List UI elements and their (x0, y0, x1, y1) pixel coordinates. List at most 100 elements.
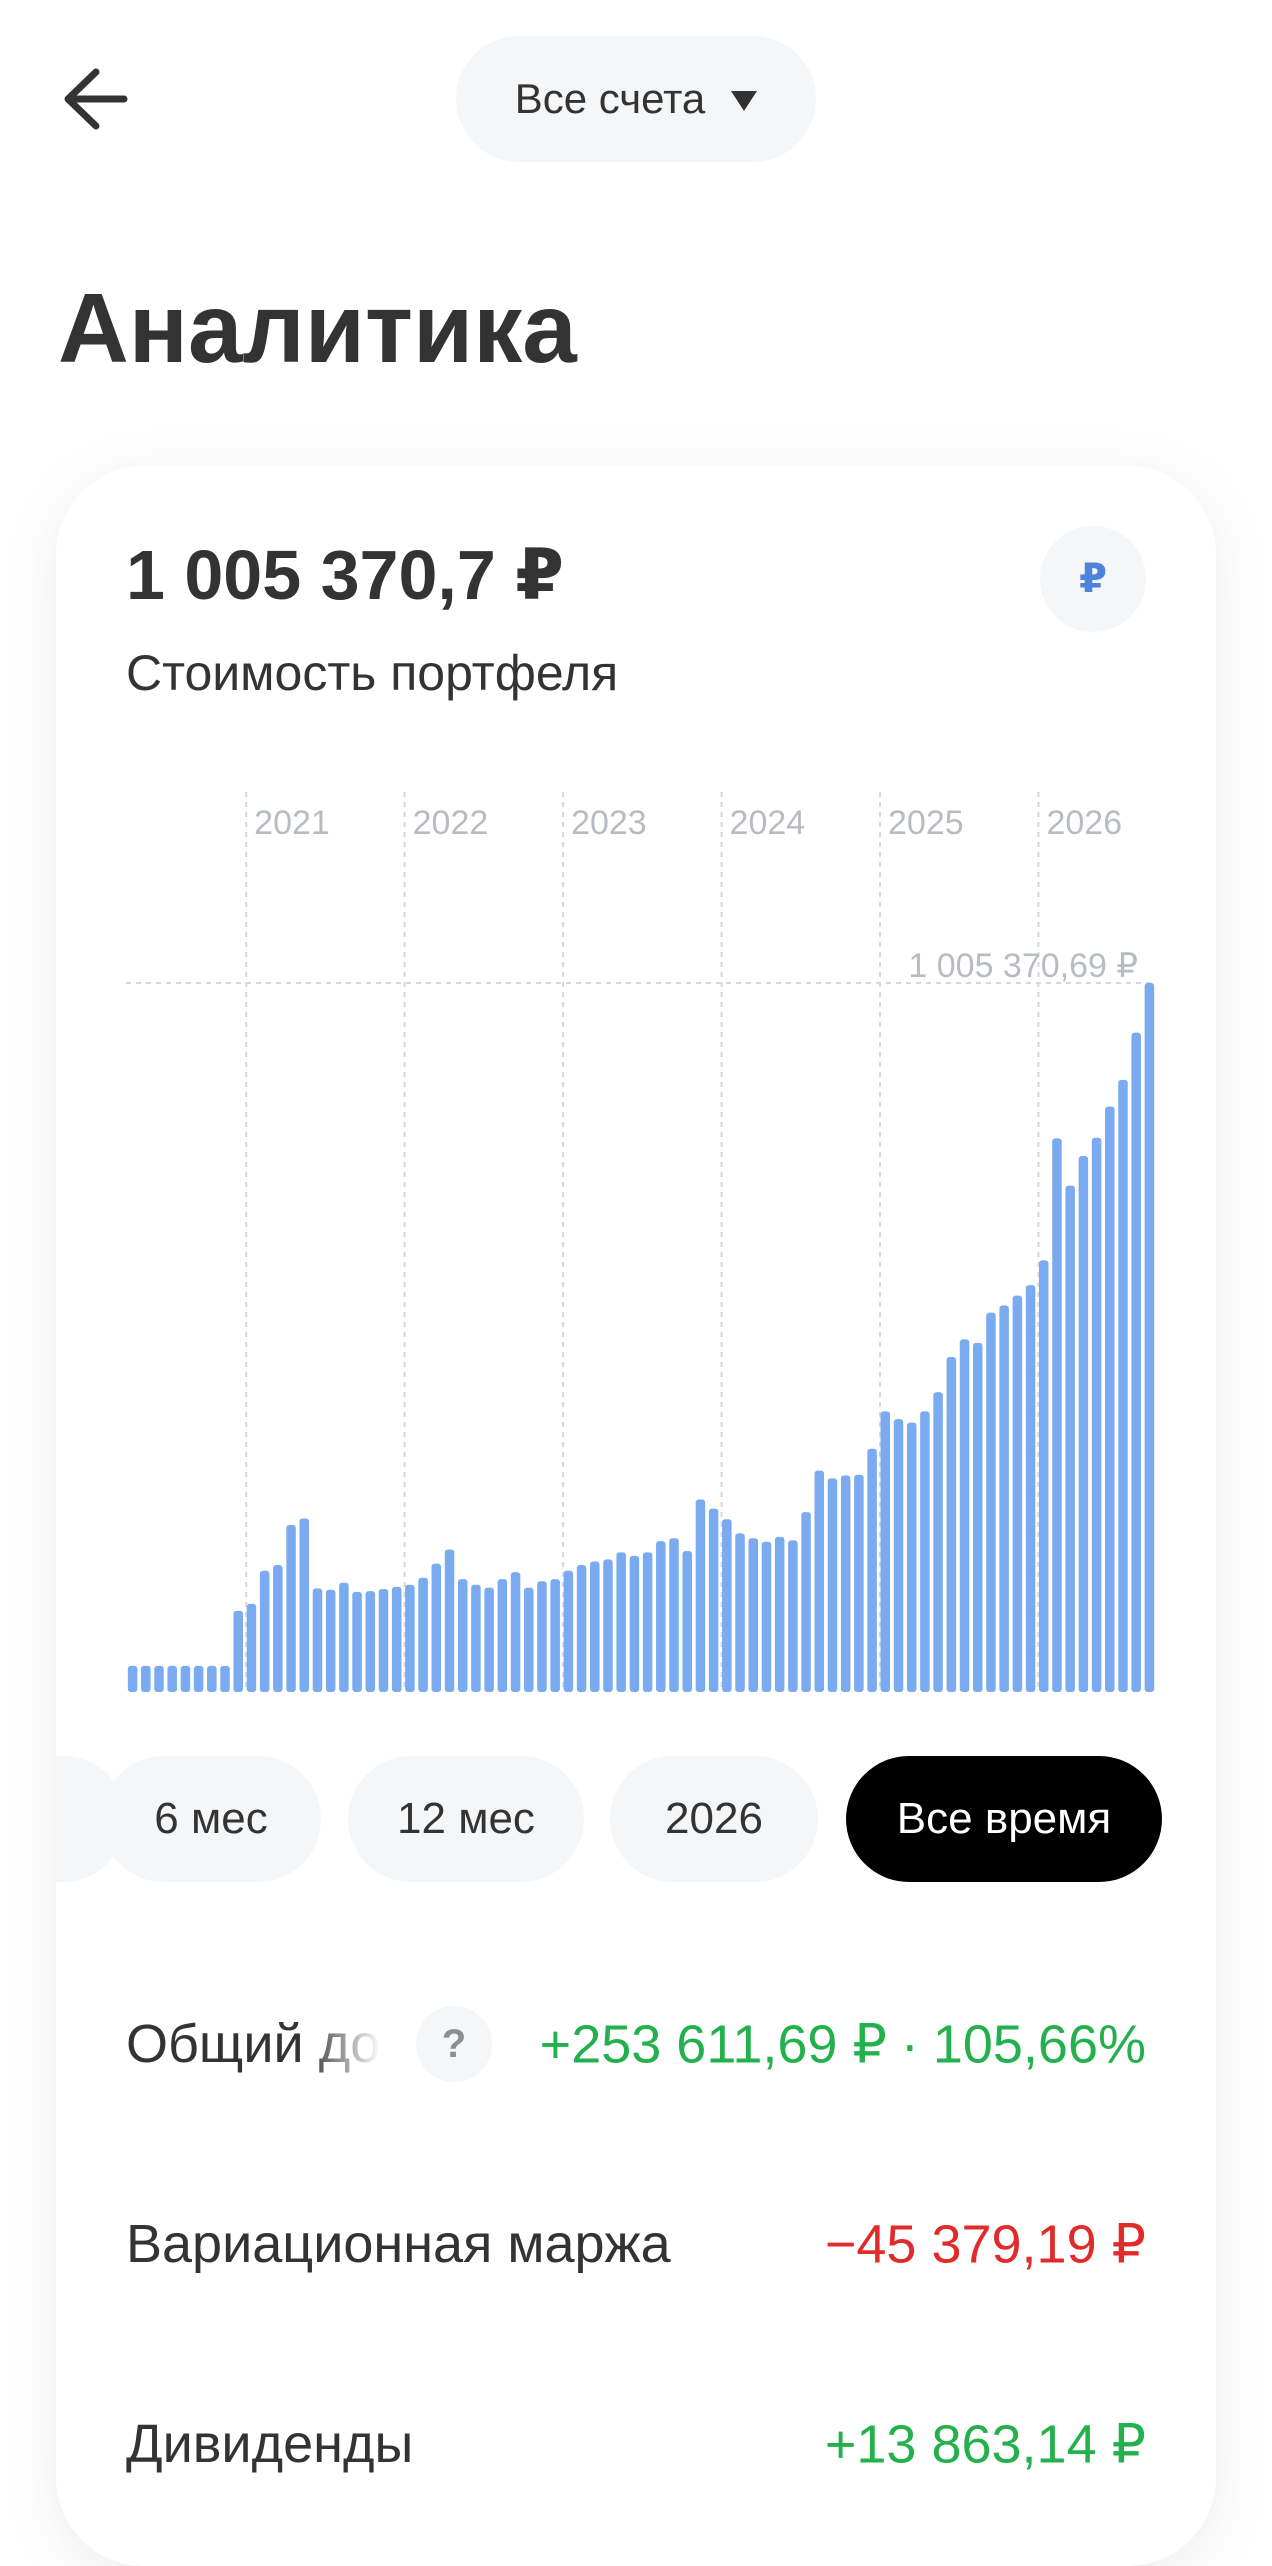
chart-bar[interactable] (722, 1519, 732, 1692)
chart-bar[interactable] (1105, 1106, 1115, 1692)
chart-bar[interactable] (391, 1586, 402, 1692)
portfolio-chart[interactable]: 2021 2022 2023 2024 2025 2026 1 005 370,69 ₽ (126, 792, 1156, 1692)
account-selector[interactable]: Все счета (456, 36, 816, 162)
chart-bar[interactable] (920, 1411, 930, 1692)
chart-bar[interactable] (669, 1538, 679, 1692)
chart-bar[interactable] (259, 1570, 270, 1692)
chart-bar[interactable] (220, 1665, 230, 1692)
chart-bar[interactable] (788, 1540, 798, 1692)
stat-variation-margin[interactable]: Вариационная маржа −45 379,19 ₽ (126, 2194, 1146, 2294)
chart-bar[interactable] (444, 1549, 455, 1692)
period-chip-12m[interactable]: 12 мес (348, 1756, 584, 1882)
help-button[interactable]: ? (416, 2006, 492, 2082)
separator-dot: · (900, 2014, 919, 2075)
chart-bar[interactable] (708, 1508, 719, 1692)
chart-bar[interactable] (893, 1419, 904, 1692)
year-tick-label: 2022 (413, 804, 489, 842)
chart-bar[interactable] (167, 1665, 177, 1692)
year-tick-label: 2021 (254, 804, 330, 842)
stat-value: +253 611,69 ₽ · 105,66% (540, 2013, 1146, 2076)
period-chip-6m[interactable]: 6 мес (101, 1756, 321, 1882)
chart-bar[interactable] (286, 1524, 296, 1692)
chart-bar[interactable] (959, 1339, 970, 1692)
back-button[interactable] (58, 62, 138, 136)
chart-bar[interactable] (524, 1587, 534, 1692)
chart-bar[interactable] (246, 1603, 257, 1692)
chart-bar[interactable] (1091, 1137, 1102, 1692)
period-chip-2026[interactable]: 2026 (610, 1756, 818, 1882)
chart-bar[interactable] (801, 1512, 811, 1692)
chart-bar[interactable] (972, 1342, 983, 1692)
chart-bar[interactable] (1078, 1156, 1089, 1692)
chart-bar[interactable] (180, 1665, 191, 1692)
chart-bar[interactable] (510, 1572, 521, 1692)
stat-label: Вариационная маржа (126, 2214, 671, 2274)
chart-bar[interactable] (682, 1550, 692, 1692)
chart-bar[interactable] (457, 1579, 468, 1692)
chart-bar[interactable] (1039, 1260, 1049, 1692)
stat-total-income[interactable]: Общий доход ? +253 611,69 ₽·105,66% (126, 1994, 1146, 2094)
chart-bar[interactable] (695, 1499, 706, 1692)
chart-bar[interactable] (273, 1565, 283, 1692)
chart-bar[interactable] (537, 1581, 547, 1692)
chart-bar[interactable] (193, 1665, 204, 1692)
chart-bar[interactable] (1012, 1295, 1023, 1692)
chart-bar[interactable] (418, 1577, 428, 1692)
chart-bar[interactable] (207, 1665, 217, 1692)
chart-bar[interactable] (233, 1610, 243, 1692)
chart-bar[interactable] (827, 1478, 838, 1692)
stat-dividends[interactable]: Дивиденды +13 863,14 ₽ (126, 2394, 1146, 2494)
currency-button[interactable]: ₽ (1040, 526, 1146, 632)
chart-bar[interactable] (325, 1589, 336, 1692)
chart-bar[interactable] (471, 1584, 481, 1692)
chart-bar[interactable] (1131, 1032, 1141, 1692)
chart-bar[interactable] (1144, 983, 1155, 1692)
chart-bar[interactable] (378, 1589, 389, 1692)
chart-bar[interactable] (999, 1305, 1009, 1692)
chart-bar[interactable] (1025, 1285, 1036, 1692)
period-chip-label: 12 мес (397, 1794, 535, 1843)
chart-bar[interactable] (906, 1422, 917, 1692)
chart-bar[interactable] (550, 1579, 560, 1692)
chart-bar[interactable] (299, 1518, 310, 1692)
chart-bar[interactable] (497, 1579, 508, 1692)
chart-bar[interactable] (774, 1536, 785, 1692)
chart-bar[interactable] (814, 1470, 825, 1692)
period-chip-all-time[interactable]: Все время (846, 1756, 1162, 1882)
chart-bar[interactable] (431, 1563, 442, 1692)
stat-label: Дивиденды (126, 2414, 414, 2474)
chart-bar[interactable] (629, 1555, 640, 1692)
chart-bar[interactable] (1052, 1138, 1062, 1692)
chart-bar[interactable] (880, 1411, 891, 1692)
chart-bar[interactable] (840, 1475, 851, 1692)
chart-bar[interactable] (563, 1570, 574, 1692)
chart-bar[interactable] (312, 1588, 323, 1692)
chart-bar[interactable] (986, 1312, 996, 1692)
chart-bar[interactable] (656, 1541, 666, 1692)
chart-bar[interactable] (339, 1582, 349, 1692)
chart-bar[interactable] (405, 1584, 415, 1692)
chart-bar[interactable] (946, 1357, 957, 1692)
arrow-left-icon (64, 68, 128, 130)
chart-bar[interactable] (1118, 1079, 1128, 1692)
chart-bar[interactable] (352, 1591, 362, 1692)
chart-bar[interactable] (867, 1448, 877, 1692)
period-chip-label: Все время (896, 1794, 1112, 1843)
chart-bar[interactable] (576, 1565, 587, 1692)
chart-bar[interactable] (933, 1392, 943, 1692)
chart-bar[interactable] (154, 1665, 164, 1692)
portfolio-caption: Стоимость портфеля (126, 645, 619, 701)
chart-bar[interactable] (603, 1559, 613, 1692)
chart-bar[interactable] (365, 1591, 376, 1692)
chart-bar[interactable] (748, 1538, 758, 1692)
chart-bar[interactable] (616, 1552, 626, 1692)
chart-bar[interactable] (761, 1541, 772, 1692)
chart-bar[interactable] (590, 1561, 600, 1692)
chart-bar[interactable] (642, 1552, 653, 1692)
chart-bar[interactable] (735, 1533, 745, 1692)
chart-bar[interactable] (854, 1474, 864, 1692)
chart-bar[interactable] (1065, 1185, 1075, 1692)
chart-bar[interactable] (484, 1587, 494, 1692)
chart-bar[interactable] (141, 1665, 151, 1692)
chart-bar[interactable] (127, 1665, 138, 1692)
